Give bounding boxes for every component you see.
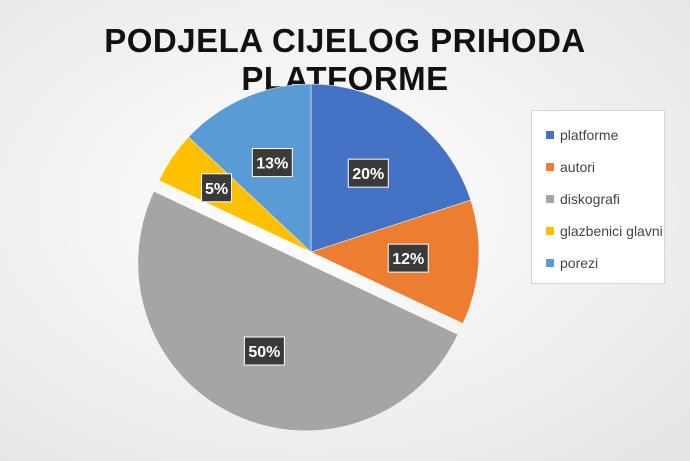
pie-slice-porezi bbox=[188, 83, 312, 253]
data-label-box bbox=[251, 148, 293, 178]
legend-label: platforme bbox=[560, 127, 619, 143]
legend-swatch bbox=[546, 195, 554, 203]
data-label-text: 13% bbox=[256, 156, 288, 173]
legend-item-porezi: porezi bbox=[546, 253, 598, 273]
legend-label: autori bbox=[560, 159, 596, 175]
legend-label: diskografi bbox=[560, 191, 620, 207]
legend-item-glazbenici-glavni: glazbenici glavni bbox=[546, 221, 663, 241]
data-label-box bbox=[387, 243, 429, 273]
data-label-box bbox=[243, 336, 285, 366]
data-label-box bbox=[347, 158, 389, 188]
data-label-glazbenici-glavni: 5% bbox=[201, 173, 233, 203]
legend-swatch bbox=[546, 131, 554, 139]
legend-label: glazbenici glavni bbox=[560, 223, 663, 239]
legend-swatch bbox=[546, 163, 554, 171]
legend-item-diskografi: diskografi bbox=[546, 189, 620, 209]
data-label-text: 12% bbox=[392, 251, 424, 268]
data-label-text: 5% bbox=[205, 181, 228, 198]
pie-slice-platforme bbox=[310, 83, 472, 253]
legend-swatch bbox=[546, 227, 554, 235]
legend-swatch bbox=[546, 259, 554, 267]
data-label-box bbox=[201, 173, 233, 203]
legend: platforme autori diskografi glazbenici g… bbox=[531, 110, 665, 284]
data-label-text: 20% bbox=[352, 166, 384, 183]
legend-item-autori: autori bbox=[546, 157, 595, 177]
data-label-porezi: 13% bbox=[251, 148, 293, 178]
legend-label: porezi bbox=[560, 255, 599, 271]
data-label-platforme: 20% bbox=[347, 158, 389, 188]
data-label-text: 50% bbox=[248, 344, 280, 361]
data-label-autori: 12% bbox=[387, 243, 429, 273]
chart-title: PODJELA CIJELOG PRIHODA PLATFORME bbox=[104, 22, 586, 97]
legend-item-platforme: platforme bbox=[546, 125, 618, 145]
data-label-diskografi: 50% bbox=[243, 336, 285, 366]
pie-slice-diskografi bbox=[137, 190, 459, 432]
